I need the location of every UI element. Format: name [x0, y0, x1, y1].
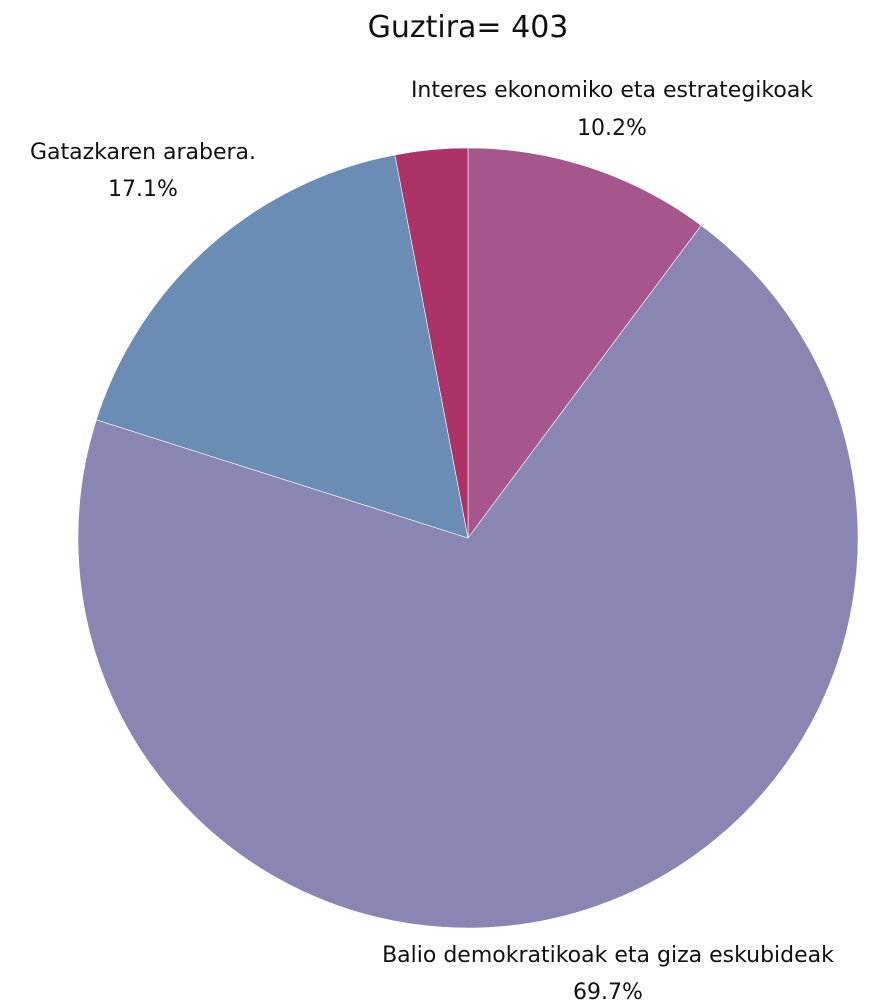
pie-slice-3 — [394, 147, 469, 539]
slice-label-1: Balio demokratikoak eta giza eskubideak — [382, 943, 834, 968]
chart-title: Guztira= 403 — [368, 10, 569, 45]
slice-percent-1: 69.7% — [573, 980, 643, 1002]
pie-slices — [77, 147, 859, 929]
pie-slice-0 — [467, 147, 702, 539]
slice-percent-0: 10.2% — [577, 116, 647, 141]
slice-percent-2: 17.1% — [108, 177, 178, 202]
slice-label-2: Gatazkaren arabera. — [30, 140, 256, 165]
pie-slice-2 — [95, 154, 469, 539]
slice-label-0: Interes ekonomiko eta estrategikoak — [411, 78, 813, 103]
pie-slice-1 — [77, 224, 859, 929]
pie-labels: Interes ekonomiko eta estrategikoak 10.2%… — [30, 78, 834, 1005]
